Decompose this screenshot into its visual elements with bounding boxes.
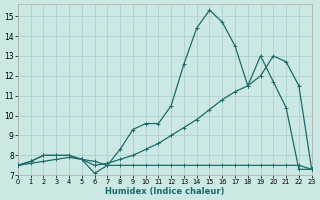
X-axis label: Humidex (Indice chaleur): Humidex (Indice chaleur)	[105, 187, 225, 196]
